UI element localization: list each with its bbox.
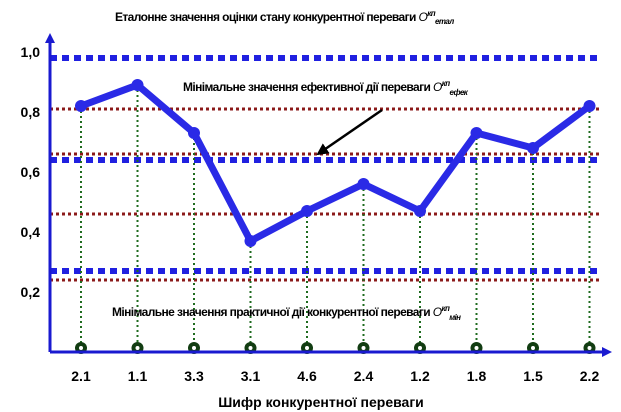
x-tick-label: 4.6 — [297, 368, 317, 384]
base-marker-hole-6 — [418, 346, 422, 350]
chart-title: Еталонне значення оцінки стану конкурент… — [115, 9, 454, 26]
y-tick-label: 0,2 — [21, 284, 41, 300]
x-tick-label: 3.1 — [241, 368, 261, 384]
data-point-1 — [131, 79, 144, 91]
data-point-8 — [527, 142, 539, 154]
base-marker-hole-8 — [531, 346, 535, 350]
data-point-3 — [244, 235, 257, 247]
data-point-6 — [414, 205, 426, 217]
x-tick-label: 2.1 — [71, 368, 91, 384]
base-marker-hole-9 — [587, 346, 592, 350]
base-marker-hole-5 — [361, 346, 366, 350]
data-point-4 — [301, 205, 313, 217]
data-point-5 — [357, 178, 370, 190]
reference-lines — [50, 55, 600, 282]
y-tick-label: 0,6 — [21, 164, 41, 180]
x-tick-label: 2.4 — [354, 368, 374, 384]
annotation-efek: Мінімальне значення ефективної дії перев… — [183, 79, 469, 97]
x-tick-label: 1.1 — [128, 368, 148, 384]
base-marker-hole-7 — [474, 346, 479, 350]
tick-labels: 1,0 0,8 0,6 0,4 0,2 2.1 1.1 3.3 3.1 4.6 2.4 1.2 1.8 1… — [21, 44, 600, 384]
x-tick-label: 1.5 — [523, 368, 543, 384]
x-tick-label: 1.8 — [467, 368, 487, 384]
series-line — [79, 81, 592, 245]
x-tick-label: 3.3 — [184, 368, 204, 384]
series-line-group — [75, 79, 596, 247]
y-tick-label: 0,4 — [21, 224, 41, 240]
data-point-9 — [583, 100, 596, 112]
data-point-7 — [470, 127, 483, 139]
base-marker-hole-3 — [248, 346, 253, 350]
annotation-arrow — [316, 108, 383, 156]
x-axis-label: Шифр конкурентної переваги — [218, 394, 424, 410]
data-point-2 — [188, 127, 200, 139]
y-tick-label: 1,0 — [21, 44, 41, 60]
drop-lines — [75, 85, 596, 354]
base-marker-hole-4 — [305, 346, 309, 350]
y-tick-label: 0,8 — [21, 104, 41, 120]
data-point-0 — [75, 100, 87, 112]
annotation-min: Мінімальне значення практичної дії конку… — [112, 304, 461, 322]
base-marker-hole-0 — [79, 346, 83, 350]
base-marker-hole-2 — [192, 346, 196, 350]
base-marker-hole-1 — [135, 346, 140, 350]
x-tick-label: 2.2 — [580, 368, 600, 384]
x-tick-label: 1.2 — [410, 368, 430, 384]
